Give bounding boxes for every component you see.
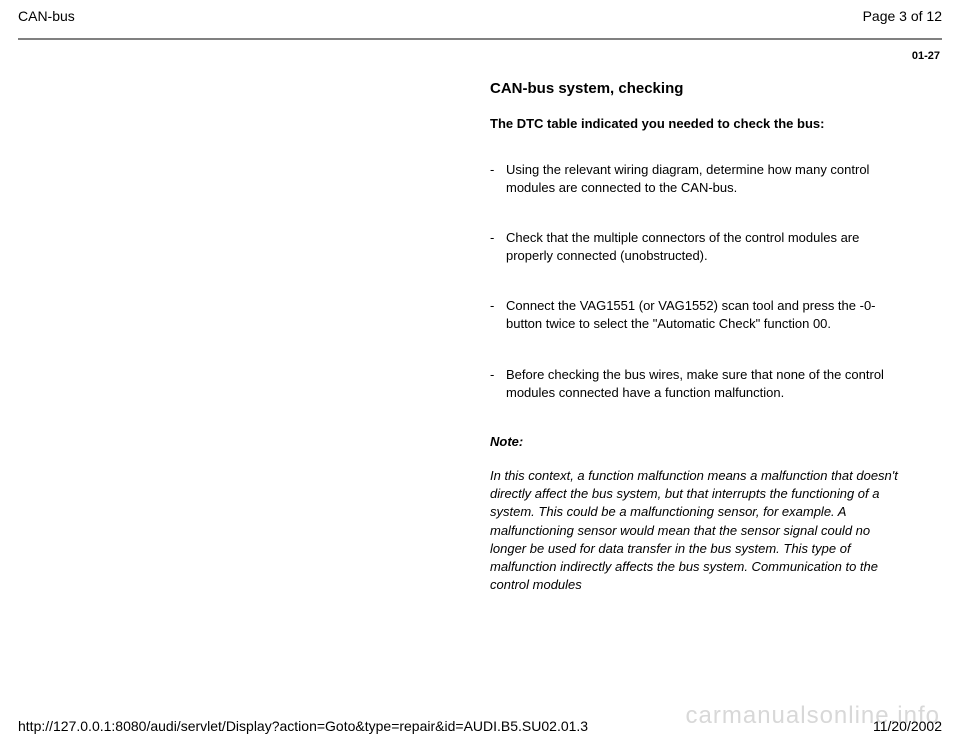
note-body: In this context, a function malfunction … bbox=[490, 467, 904, 594]
list-text: Connect the VAG1551 (or VAG1552) scan to… bbox=[506, 297, 904, 333]
page-code: 01-27 bbox=[0, 50, 960, 62]
section-subtitle: The DTC table indicated you needed to ch… bbox=[490, 115, 904, 133]
list-marker: - bbox=[490, 297, 506, 333]
list-marker: - bbox=[490, 161, 506, 197]
list-text: Check that the multiple connectors of th… bbox=[506, 229, 904, 265]
list-text: Before checking the bus wires, make sure… bbox=[506, 366, 904, 402]
page-header: CAN-bus Page 3 of 12 bbox=[0, 0, 960, 32]
page-footer: http://127.0.0.1:8080/audi/servlet/Displ… bbox=[18, 718, 942, 734]
list-item: - Connect the VAG1551 (or VAG1552) scan … bbox=[490, 297, 904, 333]
footer-url: http://127.0.0.1:8080/audi/servlet/Displ… bbox=[18, 718, 588, 734]
header-page-info: Page 3 of 12 bbox=[863, 8, 942, 24]
list-marker: - bbox=[490, 366, 506, 402]
section-title: CAN-bus system, checking bbox=[490, 80, 904, 97]
header-divider bbox=[18, 38, 942, 40]
list-item: - Check that the multiple connectors of … bbox=[490, 229, 904, 265]
list-item: - Using the relevant wiring diagram, det… bbox=[490, 161, 904, 197]
main-content: CAN-bus system, checking The DTC table i… bbox=[490, 80, 912, 594]
list-item: - Before checking the bus wires, make su… bbox=[490, 366, 904, 402]
note-label: Note: bbox=[490, 434, 904, 449]
list-marker: - bbox=[490, 229, 506, 265]
footer-date: 11/20/2002 bbox=[873, 718, 942, 734]
list-text: Using the relevant wiring diagram, deter… bbox=[506, 161, 904, 197]
header-title: CAN-bus bbox=[18, 8, 75, 24]
